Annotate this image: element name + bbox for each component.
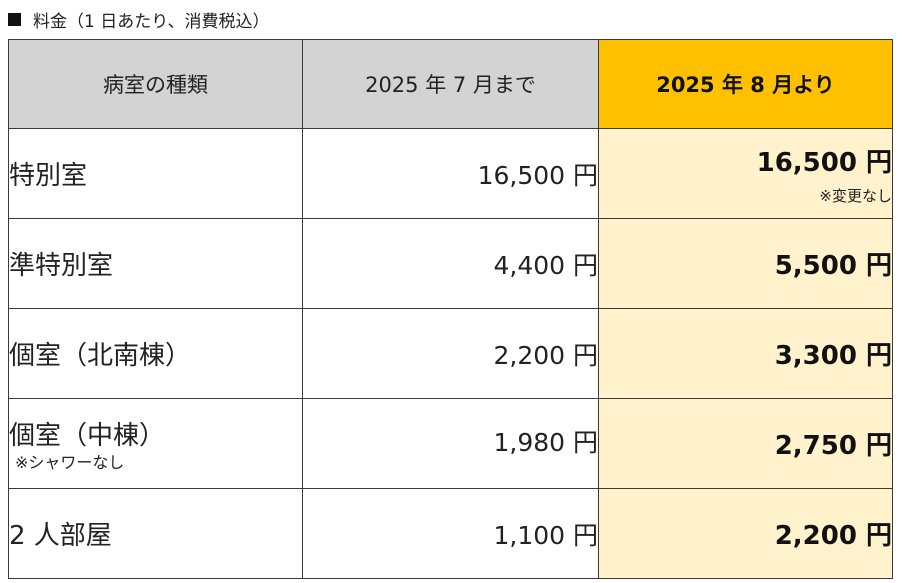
old-price-value: 16,500 円 (477, 160, 598, 190)
room-type-cell: 個室（北南棟） (8, 308, 303, 399)
room-type-label: 準特別室 (9, 251, 114, 281)
caption-text: 料金（1 日あたり、消費税込） (33, 11, 270, 32)
room-type-label: 個室（中棟） (9, 421, 166, 451)
old-price-cell: 2,200 円 (302, 308, 599, 399)
new-price-note: ※変更なし (819, 186, 892, 205)
old-price-cell: 4,400 円 (302, 218, 599, 309)
old-price-cell: 1,980 円 (302, 398, 599, 489)
table-row: 個室（北南棟） 2,200 円 3,300 円 (8, 308, 893, 399)
table-row: 準特別室 4,400 円 5,500 円 (8, 218, 893, 309)
old-price-cell: 16,500 円 (302, 128, 599, 219)
room-type-note: ※シャワーなし (15, 453, 125, 472)
new-price-value: 2,750 円 (774, 431, 892, 461)
new-price-value: 2,200 円 (774, 521, 892, 551)
old-price-value: 4,400 円 (493, 250, 598, 280)
room-type-label: 特別室 (9, 161, 88, 191)
new-price-value: 16,500 円 (756, 147, 892, 178)
header-new-price: 2025 年 8 月より (598, 39, 893, 129)
room-type-label: 2 人部屋 (9, 521, 112, 551)
square-bullet-icon (8, 12, 21, 26)
new-price-cell: 5,500 円 (598, 218, 893, 309)
new-price-cell: 2,750 円 (598, 398, 893, 489)
new-price-cell: 3,300 円 (598, 308, 893, 399)
new-price-value: 5,500 円 (774, 251, 892, 281)
room-type-cell: 2 人部屋 (8, 488, 303, 579)
new-price-cell: 16,500 円 ※変更なし (598, 128, 893, 219)
table-row: 特別室 16,500 円 16,500 円 ※変更なし (8, 128, 893, 219)
old-price-cell: 1,100 円 (302, 488, 599, 579)
room-type-cell: 個室（中棟） ※シャワーなし (8, 398, 303, 489)
header-room-type: 病室の種類 (8, 39, 303, 129)
table-row: 個室（中棟） ※シャワーなし 1,980 円 2,750 円 (8, 398, 893, 489)
old-price-value: 1,100 円 (493, 520, 598, 550)
room-type-cell: 特別室 (8, 128, 303, 219)
header-old-price: 2025 年 7 月まで (302, 39, 599, 129)
old-price-value: 2,200 円 (493, 340, 598, 370)
old-price-value: 1,980 円 (493, 428, 598, 457)
room-fee-table: 病室の種類 2025 年 7 月まで 2025 年 8 月より 特別室 16,5… (8, 39, 893, 579)
new-price-cell: 2,200 円 (598, 488, 893, 579)
new-price-value: 3,300 円 (774, 341, 892, 371)
section-caption: 料金（1 日あたり、消費税込） (8, 6, 270, 32)
table-header-row: 病室の種類 2025 年 7 月まで 2025 年 8 月より (8, 39, 893, 129)
room-type-label: 個室（北南棟） (9, 341, 192, 371)
room-type-cell: 準特別室 (8, 218, 303, 309)
table-row: 2 人部屋 1,100 円 2,200 円 (8, 488, 893, 579)
